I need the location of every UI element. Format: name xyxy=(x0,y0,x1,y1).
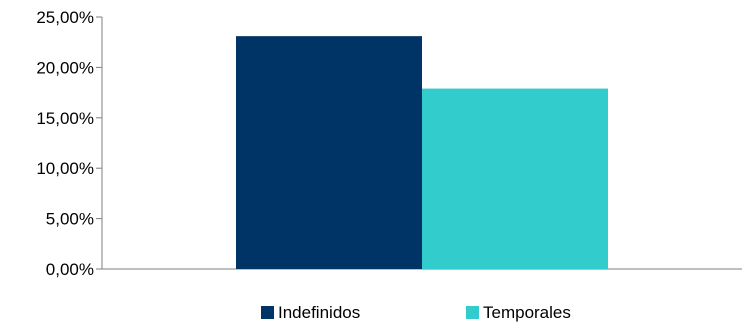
legend-swatch-temporales xyxy=(466,306,479,319)
legend-label-temporales: Temporales xyxy=(483,303,571,322)
y-axis-ticks: 0,00% 5,00% 10,00% 15,00% 20,00% 25,00% xyxy=(36,8,102,279)
y-tick-label: 25,00% xyxy=(36,8,94,27)
y-tick-label: 0,00% xyxy=(46,260,94,279)
bars xyxy=(236,36,608,270)
y-tick-label: 5,00% xyxy=(46,210,94,229)
y-tick-label: 10,00% xyxy=(36,159,94,178)
legend-swatch-indefinidos xyxy=(261,306,274,319)
y-tick-label: 15,00% xyxy=(36,109,94,128)
bar-indefinidos xyxy=(236,36,422,269)
legend: Indefinidos Temporales xyxy=(261,303,571,322)
y-tick-label: 20,00% xyxy=(36,58,94,77)
legend-label-indefinidos: Indefinidos xyxy=(278,303,360,322)
bar-temporales xyxy=(422,88,608,270)
